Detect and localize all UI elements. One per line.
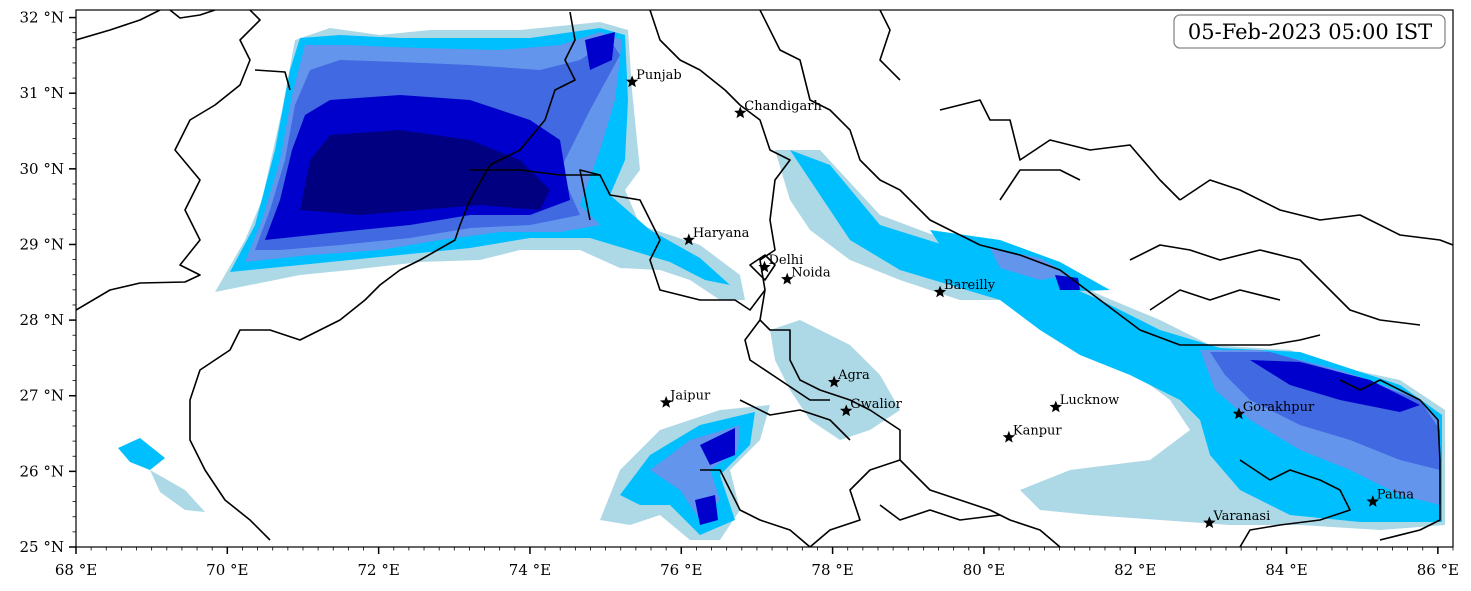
fog-level-3-region xyxy=(990,248,1070,280)
city-marker-star xyxy=(660,396,673,408)
fog-level-5-region xyxy=(700,428,735,465)
city-label: Haryana xyxy=(693,226,750,241)
city-label: Patna xyxy=(1377,488,1415,503)
international-border xyxy=(76,10,261,311)
state-border xyxy=(759,289,901,547)
city-marker-star xyxy=(1002,430,1016,443)
state-border xyxy=(1129,244,1421,326)
city-marker-star xyxy=(1203,516,1216,529)
lon-tick-label: 82 °E xyxy=(1114,561,1156,579)
axis-ticks: 68 °E 70 °E 72 °E 74 °E 76 °E 78 °E 80 °E 82 °E… xyxy=(20,9,1460,579)
state-border xyxy=(1239,459,1351,547)
lon-tick-label: 70 °E xyxy=(206,561,248,579)
fog-level-5-region xyxy=(695,495,718,525)
fog-level-1-region xyxy=(150,470,205,512)
fog-level-5-region xyxy=(1250,360,1420,412)
city-label: Gorakhpur xyxy=(1243,400,1315,415)
city-marker-star xyxy=(734,106,747,119)
lat-tick-label: 29 °N xyxy=(20,235,64,253)
lat-tick-label: 26 °N xyxy=(20,462,64,480)
city-marker-star xyxy=(1366,495,1379,507)
plot-frame xyxy=(75,9,1454,548)
lon-tick-label: 86 °E xyxy=(1417,561,1459,579)
international-border xyxy=(254,69,291,91)
lon-tick-label: 78 °E xyxy=(811,561,853,579)
international-border xyxy=(76,10,161,41)
boundary-lines xyxy=(76,10,1453,547)
city-label: Delhi xyxy=(769,253,804,268)
city-label: Kanpur xyxy=(1013,423,1063,438)
state-border xyxy=(744,319,830,401)
fog-level-5-region xyxy=(1055,275,1080,290)
city-label: Jaipur xyxy=(668,389,711,404)
timestamp-label: 05-Feb-2023 05:00 IST xyxy=(1188,20,1432,44)
city-marker-star xyxy=(758,260,771,273)
timestamp-box-frame xyxy=(1173,14,1446,49)
city-label: Bareilly xyxy=(944,278,996,293)
city-marker-star xyxy=(625,75,639,88)
state-border xyxy=(879,504,1001,521)
state-border xyxy=(470,10,791,311)
city-marker-star xyxy=(840,404,853,417)
lat-tick-label: 32 °N xyxy=(20,9,64,27)
state-border xyxy=(939,99,1181,201)
state-border xyxy=(1149,289,1281,311)
lat-tick-label: 25 °N xyxy=(20,538,64,556)
state-border xyxy=(739,399,851,441)
city-marker-star xyxy=(1049,400,1062,413)
state-border xyxy=(899,459,1061,547)
lat-tick-label: 31 °N xyxy=(20,84,64,102)
fog-level-6-region xyxy=(300,130,550,215)
city-marker-star xyxy=(827,375,841,388)
fog-density-layer xyxy=(118,22,1445,540)
state-border xyxy=(1339,379,1441,541)
city-label: Varanasi xyxy=(1212,509,1270,524)
lat-tick-label: 28 °N xyxy=(20,311,64,329)
lon-tick-label: 72 °E xyxy=(357,561,399,579)
lat-tick-label: 30 °N xyxy=(20,160,64,178)
timestamp-box: 05-Feb-2023 05:00 IST xyxy=(1173,14,1446,49)
state-border xyxy=(879,10,901,81)
city-marker-star xyxy=(1232,407,1246,420)
lon-tick-label: 74 °E xyxy=(509,561,551,579)
state-border xyxy=(759,10,1321,346)
state-border xyxy=(700,469,811,547)
city-label: Gwalior xyxy=(850,397,902,412)
fog-level-4-region xyxy=(1210,352,1440,470)
city-marker-star xyxy=(933,285,947,298)
city-label: Agra xyxy=(837,368,870,383)
city-label: Noida xyxy=(791,265,831,280)
lat-tick-label: 27 °N xyxy=(20,387,64,405)
international-border xyxy=(169,10,216,19)
state-border xyxy=(749,254,776,281)
lon-tick-label: 84 °E xyxy=(1265,561,1307,579)
city-label: Chandigarh xyxy=(744,99,822,114)
lon-tick-label: 80 °E xyxy=(963,561,1005,579)
city-label: Punjab xyxy=(636,68,682,83)
state-border xyxy=(579,169,601,221)
fog-level-2-region xyxy=(118,438,165,470)
city-marker-star xyxy=(781,272,794,285)
state-border xyxy=(189,11,576,541)
state-border xyxy=(1179,179,1453,246)
state-border xyxy=(999,169,1081,201)
city-label: Lucknow xyxy=(1060,393,1120,408)
city-marker-star xyxy=(682,233,695,246)
lon-tick-label: 68 °E xyxy=(55,561,97,579)
lon-tick-label: 76 °E xyxy=(660,561,702,579)
fog-level-5-region xyxy=(585,32,615,70)
